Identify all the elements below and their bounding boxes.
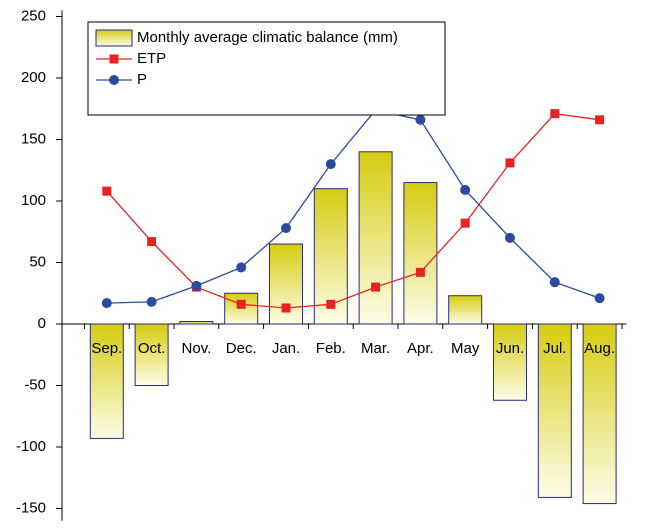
y-tick-label: 250	[21, 7, 46, 24]
y-tick-label: 50	[29, 253, 46, 270]
bar	[134, 323, 169, 386]
bar	[358, 151, 393, 325]
bar	[224, 292, 259, 325]
y-tick-label: 150	[21, 130, 46, 147]
bar	[493, 323, 527, 401]
marker	[505, 158, 515, 168]
bar	[582, 323, 617, 505]
y-tick-label: -50	[24, 376, 46, 393]
y-tick-label: 200	[21, 69, 46, 86]
marker	[415, 114, 426, 125]
line	[106, 109, 600, 304]
bar	[179, 321, 214, 325]
marker	[281, 303, 291, 313]
marker	[326, 299, 336, 309]
x-tick-label: Jan.	[272, 340, 300, 357]
x-tick-label: May	[451, 340, 480, 357]
marker	[281, 223, 291, 234]
bar	[403, 182, 438, 325]
marker	[460, 184, 471, 195]
legend-marker	[109, 54, 119, 64]
x-tick-label: Jul.	[543, 340, 566, 357]
y-tick-label: 100	[21, 192, 46, 209]
marker	[102, 186, 112, 196]
marker	[146, 296, 157, 307]
line	[106, 112, 600, 309]
y-tick-label: -100	[16, 438, 46, 455]
legend-label: P	[137, 71, 147, 88]
legend-marker	[109, 75, 119, 85]
marker	[595, 115, 605, 125]
marker	[101, 298, 112, 309]
marker	[147, 237, 157, 247]
marker	[236, 262, 247, 273]
y-tick-label: -150	[16, 499, 46, 516]
marker	[549, 277, 560, 288]
legend-box	[87, 21, 446, 116]
x-tick-label: Apr.	[407, 340, 434, 357]
bar	[537, 323, 572, 498]
x-tick-label: Jun.	[496, 340, 524, 357]
x-tick-label: Feb.	[316, 340, 346, 357]
x-tick-label: Oct.	[138, 340, 166, 357]
marker	[325, 159, 336, 170]
marker	[236, 299, 246, 309]
marker	[594, 293, 605, 304]
x-tick-label: Nov.	[182, 340, 212, 357]
marker	[505, 232, 515, 243]
x-tick-label: Dec.	[226, 340, 257, 357]
legend-swatch	[95, 29, 133, 47]
y-tick-label: 0	[38, 315, 46, 332]
marker	[191, 280, 202, 291]
x-tick-label: Mar.	[361, 340, 390, 357]
marker	[415, 267, 425, 277]
bar	[89, 323, 124, 439]
legend-label: ETP	[137, 50, 166, 67]
x-tick-label: Aug.	[584, 340, 615, 357]
bar	[448, 295, 483, 325]
x-tick-label: Sep.	[91, 340, 122, 357]
legend-label: Monthly average climatic balance (mm)	[137, 29, 398, 46]
marker	[550, 109, 560, 119]
marker	[460, 218, 470, 228]
marker	[371, 282, 381, 292]
